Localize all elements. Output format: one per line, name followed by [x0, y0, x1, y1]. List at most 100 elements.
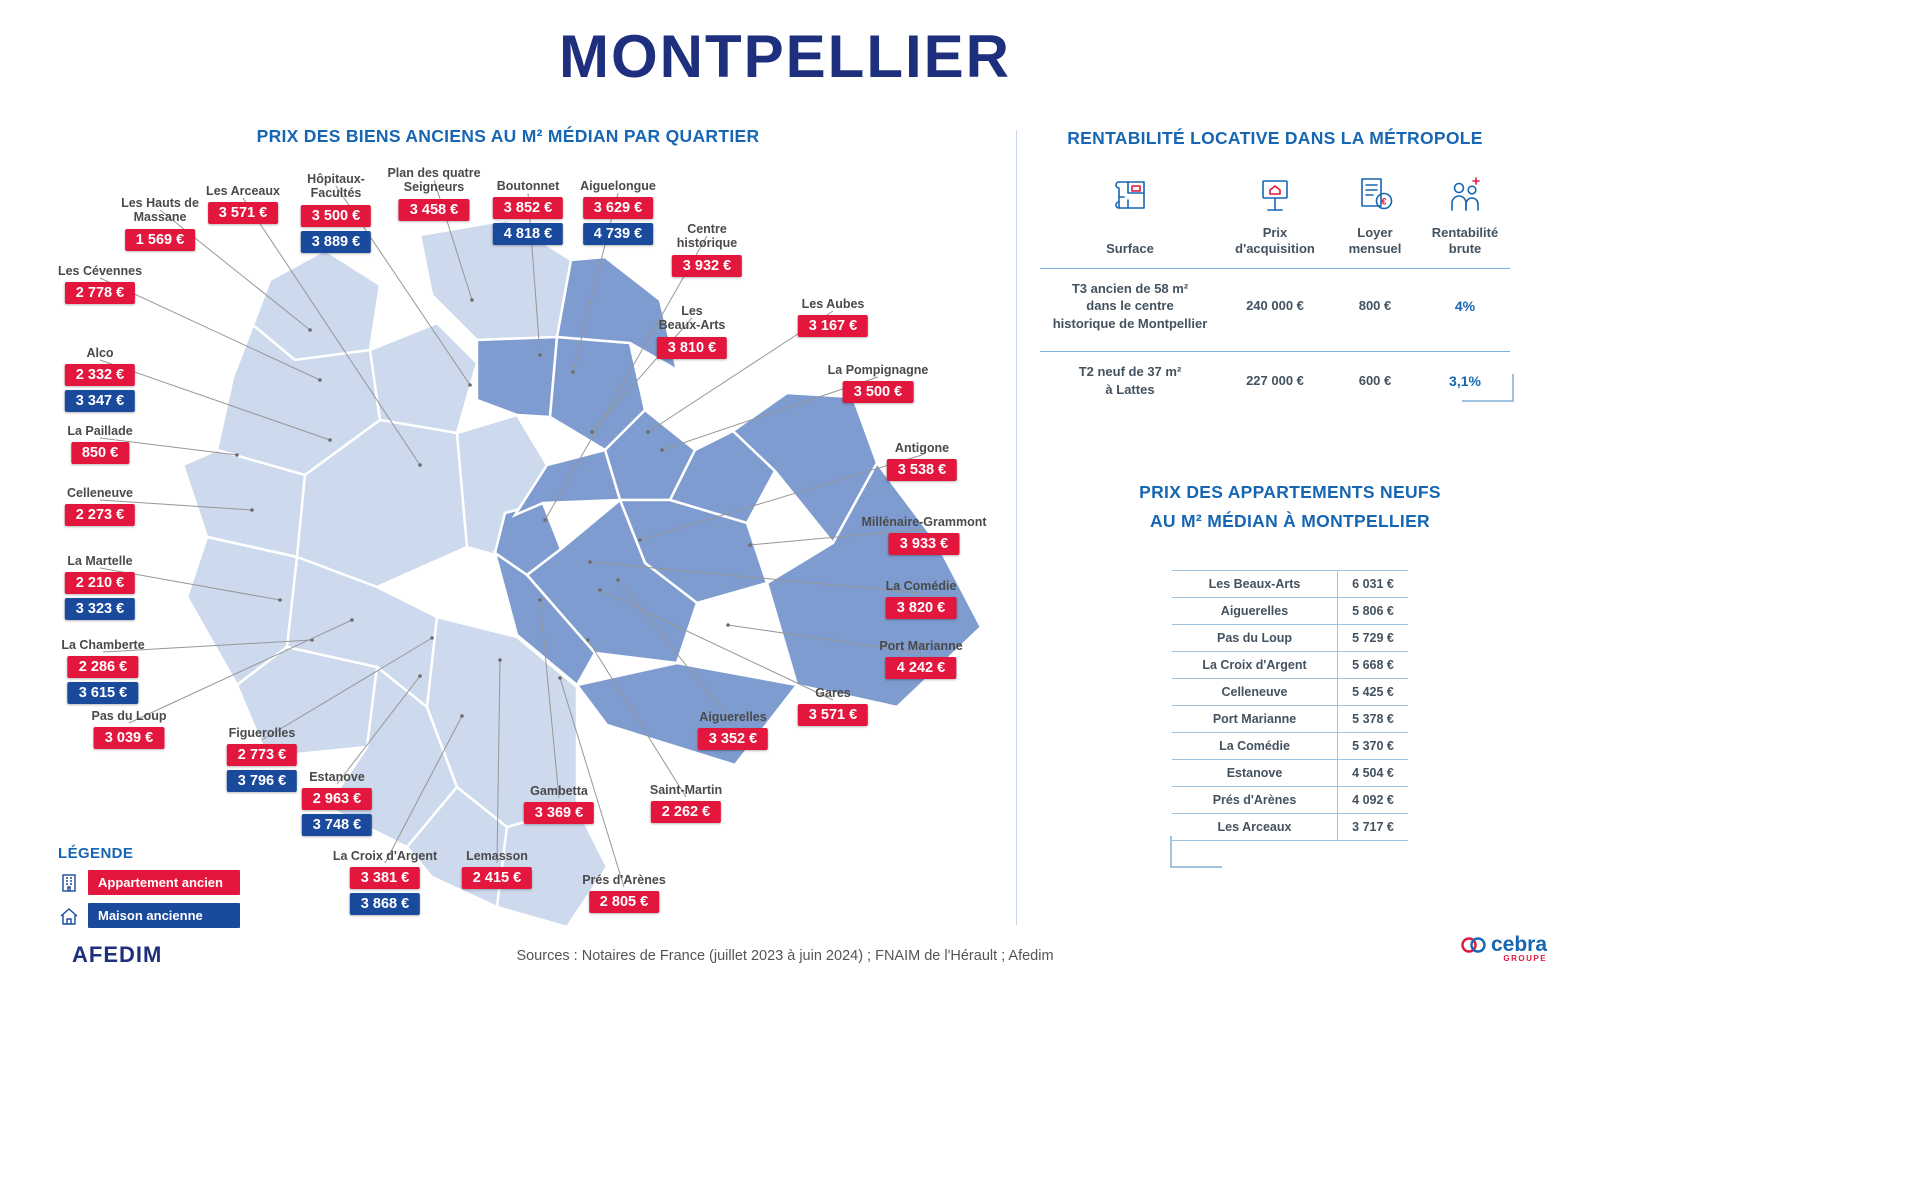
quartier-name: Antigone: [894, 441, 950, 455]
apartment-price-badge: 3 458 €: [398, 198, 470, 221]
apartment-price-badge: 2 273 €: [64, 504, 136, 527]
new-apartments-section: PRIX DES APPARTEMENTS NEUFS AU M² MÉDIAN…: [1080, 478, 1500, 841]
map-section-title: PRIX DES BIENS ANCIENS AU M² MÉDIAN PAR …: [256, 126, 760, 146]
column-header: Prix d'acquisition: [1235, 225, 1315, 257]
column-header: Surface: [1106, 241, 1154, 257]
new-apartments-title: PRIX DES APPARTEMENTS NEUFS AU M² MÉDIAN…: [1080, 478, 1500, 536]
quartier-label: Centre historique 3 932 €: [671, 222, 743, 277]
quartier-label: Lemasson 2 415 €: [461, 849, 533, 890]
quartier-label: La Comédie 3 820 €: [885, 579, 957, 620]
apartment-price-badge: 2 210 €: [64, 572, 136, 595]
cebra-logo-subtext: GROUPE: [1503, 954, 1548, 963]
apartment-price-badge: 3 538 €: [886, 459, 958, 482]
quartier-label: Millénaire-Grammont 3 933 €: [861, 515, 987, 556]
quartier-name: Les Arceaux: [206, 184, 280, 198]
apartment-price-badge: 2 415 €: [461, 867, 533, 890]
apartment-price-badge: 2 262 €: [650, 801, 722, 824]
cebra-logo-mark: [1460, 934, 1488, 956]
page-title: MONTPELLIER: [559, 23, 1011, 90]
quartier-name: La Martelle: [67, 554, 133, 568]
map-region: [765, 460, 983, 709]
new-apartment-row: Celleneuve 5 425 €: [1172, 678, 1408, 706]
quartier-label: Les Cévennes 2 778 €: [58, 264, 142, 305]
quartier-name-cell: Prés d'Arènes: [1172, 786, 1338, 813]
table-rule: [1040, 267, 1510, 269]
quartier-label: La Paillade 850 €: [67, 424, 133, 465]
quartier-name-cell: Les Beaux-Arts: [1172, 570, 1338, 597]
apartment-price-badge: 3 369 €: [523, 802, 595, 825]
new-apartment-row: Prés d'Arènes 4 092 €: [1172, 786, 1408, 814]
quartier-label: Estanove 2 963 € 3 748 €: [301, 770, 373, 837]
new-apartment-row: La Comédie 5 370 €: [1172, 732, 1408, 760]
apartment-price-badge: 3 810 €: [656, 336, 728, 359]
building-icon: [58, 872, 80, 894]
price-cell: 5 378 €: [1352, 711, 1394, 726]
quartier-label: Figuerolles 2 773 € 3 796 €: [226, 726, 298, 793]
apartment-price-badge: 2 805 €: [588, 891, 660, 914]
map-region: [511, 448, 622, 518]
quartier-name: Port Marianne: [879, 639, 963, 653]
apartment-price-badge: 3 852 €: [492, 197, 564, 220]
apartment-price-badge: 3 167 €: [797, 315, 869, 338]
quartier-name: Millénaire-Grammont: [861, 515, 987, 529]
apartment-price-badge: 3 933 €: [888, 533, 960, 556]
apartment-price-badge: 3 629 €: [582, 197, 654, 220]
surface-cell: T3 ancien de 58 m² dans le centre histor…: [1052, 280, 1208, 331]
quartier-label: Aiguelongue 3 629 € 4 739 €: [580, 179, 656, 246]
price-cell: 5 370 €: [1352, 738, 1394, 753]
new-apartment-row: Pas du Loup 5 729 €: [1172, 624, 1408, 652]
monthly-rent-cell: 600 €: [1358, 373, 1392, 389]
gross-yield-cell: 3,1%: [1449, 372, 1481, 389]
quartier-label: La Chamberte 2 286 € 3 615 €: [61, 638, 145, 705]
legend-title: LÉGENDE: [58, 845, 134, 862]
house-icon: [58, 905, 80, 927]
quartier-name: Estanove: [309, 770, 365, 784]
quartier-label: Saint-Martin 2 262 €: [650, 783, 722, 824]
apartment-price-badge: 3 571 €: [797, 704, 869, 727]
quartier-label: Les Hauts de Massane 1 569 €: [121, 196, 199, 251]
quartier-name-cell: Celleneuve: [1172, 678, 1338, 705]
quartier-name: Pas du Loup: [91, 709, 167, 723]
new-apartment-row: La Croix d'Argent 5 668 €: [1172, 651, 1408, 679]
decorative-bracket: [1170, 836, 1222, 868]
quartier-name: Les Aubes: [801, 297, 865, 311]
quartier-name: Gares: [815, 686, 851, 700]
house-price-badge: 3 889 €: [300, 230, 372, 253]
column-header: Loyer mensuel: [1348, 225, 1402, 257]
rentability-row: T3 ancien de 58 m² dans le centre histor…: [1040, 269, 1510, 342]
apartment-price-badge: 3 352 €: [697, 728, 769, 751]
apartment-price-badge: 3 381 €: [349, 867, 421, 890]
quartier-name: Les Beaux-Arts: [658, 304, 726, 333]
legend-item-apartment: Appartement ancien: [58, 870, 240, 895]
quartier-name: Figuerolles: [228, 726, 296, 740]
quartier-name: La Comédie: [885, 579, 957, 593]
column-header: Rentabilité brute: [1431, 225, 1499, 257]
map-region: [668, 429, 777, 525]
quartier-name: Alco: [86, 346, 114, 360]
legend: LÉGENDE Appartement ancien Maison ancien…: [58, 845, 240, 928]
quartier-label: La Martelle 2 210 € 3 323 €: [64, 554, 136, 621]
quartier-label: La Croix d'Argent 3 381 € 3 868 €: [333, 849, 437, 916]
quartier-label: Port Marianne 4 242 €: [879, 639, 963, 680]
apartment-price-badge: 4 242 €: [885, 657, 957, 680]
house-price-badge: 3 796 €: [226, 770, 298, 793]
map-region: [368, 321, 479, 435]
quartier-name: Gambetta: [530, 784, 588, 798]
apartment-price-badge: 2 332 €: [64, 364, 136, 387]
title-line-1: PRIX DES APPARTEMENTS NEUFS: [1139, 482, 1441, 502]
svg-text:€: €: [1381, 197, 1386, 207]
map-region: [425, 615, 579, 829]
new-apartment-row: Port Marianne 5 378 €: [1172, 705, 1408, 733]
apartment-price-badge: 3 932 €: [671, 254, 743, 277]
quartier-name: Aiguelongue: [580, 179, 656, 193]
quartier-name-cell: Pas du Loup: [1172, 624, 1338, 651]
quartier-name-cell: Port Marianne: [1172, 705, 1338, 732]
quartier-label: Antigone 3 538 €: [886, 441, 958, 482]
quartier-name-cell: Aiguerelles: [1172, 597, 1338, 624]
price-cell: 3 717 €: [1352, 819, 1394, 834]
map-region: [475, 335, 559, 419]
price-cell: 5 425 €: [1352, 684, 1394, 699]
monthly-rent-cell: 800 €: [1358, 298, 1392, 314]
quartier-name: Plan des quatre Seigneurs: [387, 166, 481, 195]
